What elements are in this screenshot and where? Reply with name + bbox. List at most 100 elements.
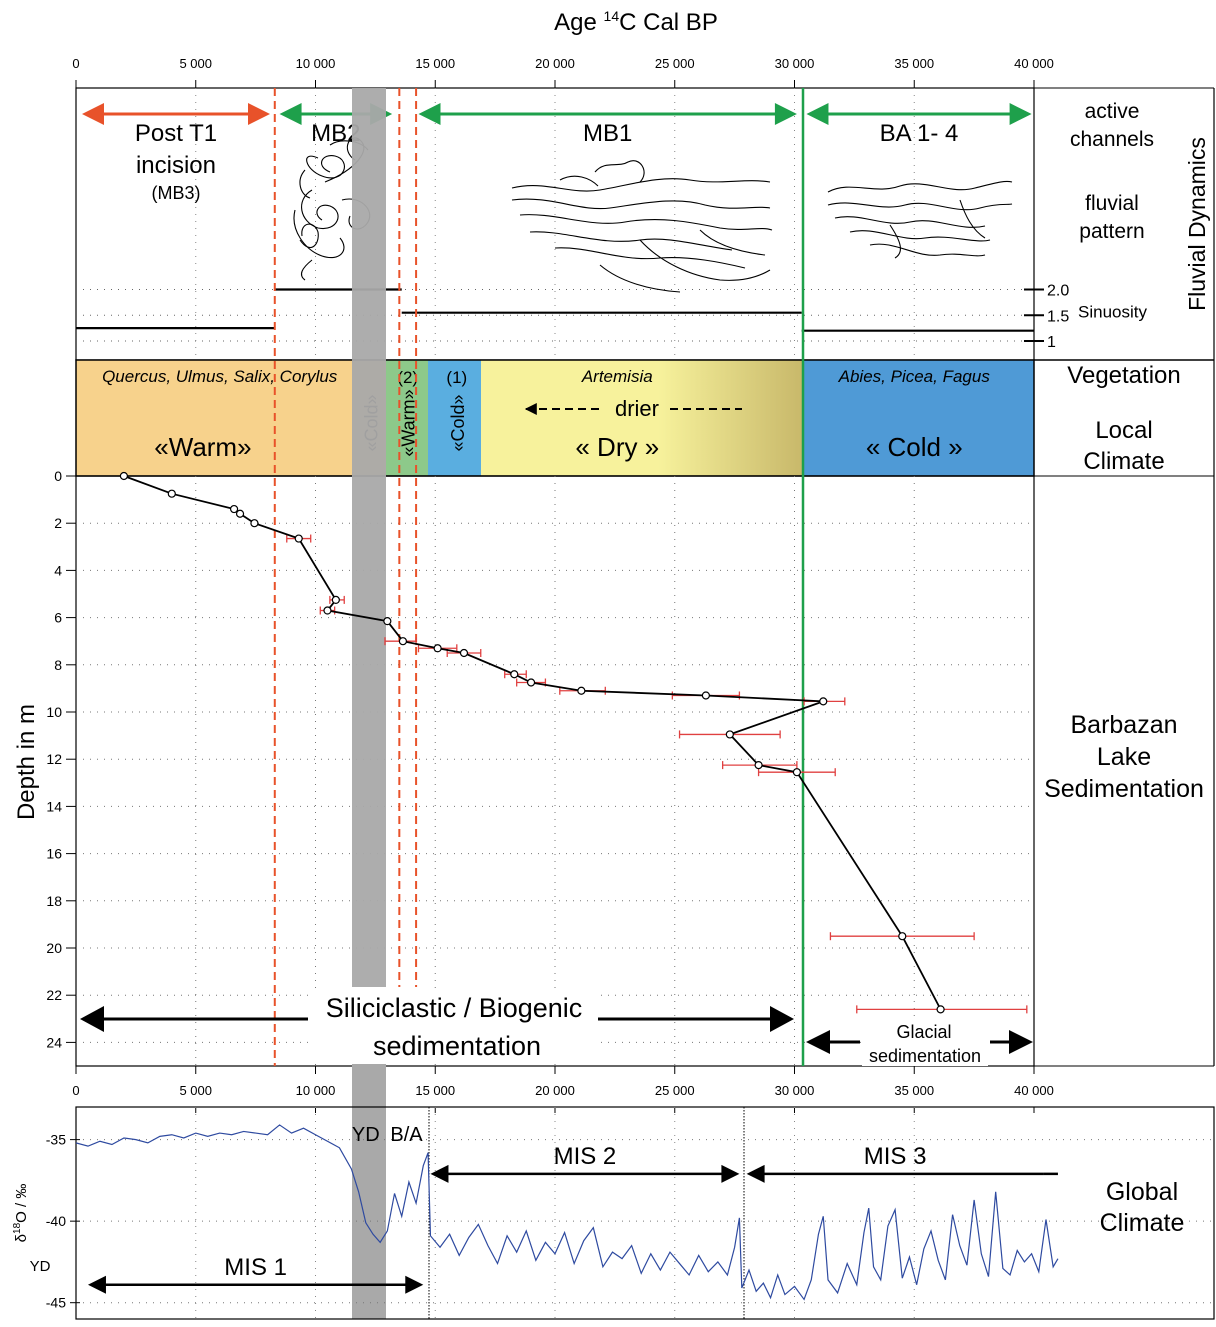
depth-age-point [701, 691, 710, 700]
depth-age-point [510, 670, 519, 679]
depth-age-point [167, 489, 176, 498]
sed-arrow-head-right [770, 1006, 794, 1032]
glacial-arrow-head-right [1009, 1030, 1033, 1054]
mid-x-tick-label: 15 000 [415, 1083, 455, 1098]
sinuosity-label: Sinuosity [1078, 303, 1147, 322]
depth-tick-label: 10 [46, 704, 62, 720]
grey-yd-band-upper [352, 88, 386, 987]
arrow-head-left [279, 103, 302, 125]
fluvial-phase-label: MB1 [583, 120, 632, 147]
depth-tick-label: 24 [46, 1034, 62, 1050]
depth-age-point [754, 760, 763, 770]
fluvial-right-label: active [1085, 100, 1140, 123]
depth-gridlines [76, 476, 1034, 1066]
phase-boundary-lines [273, 88, 418, 1066]
depth-age-point [898, 932, 907, 941]
depth-age-point [819, 697, 828, 706]
depth-age-point [323, 606, 332, 615]
arrow-head-left [418, 103, 441, 125]
depth-age-point [433, 644, 442, 653]
depth-age-series [119, 471, 1028, 1014]
depth-tick-label: 4 [54, 562, 62, 578]
fluvial-gridlines [76, 88, 1034, 360]
sinuosity-tick-label: 2.0 [1047, 283, 1069, 300]
vegetation-taxa-label: Artemisia [581, 367, 653, 386]
sed-label: sedimentation [373, 1031, 541, 1061]
mis-arrow-head [87, 1275, 106, 1294]
d18o-tick-label: -35 [46, 1132, 66, 1148]
mb1-channel-sketch [511, 160, 773, 293]
sedimentation-arrows: Siliciclastic / Biogenic sedimentation Gla… [80, 990, 1033, 1066]
fluvial-phase-label: incision [136, 152, 216, 179]
period-labels: YD B/A [352, 1124, 423, 1146]
mid-x-tick-label: 30 000 [775, 1083, 815, 1098]
mid-x-tick-label: 10 000 [296, 1083, 336, 1098]
arrow-head-right [1009, 103, 1032, 125]
arrow-head-left [81, 103, 104, 125]
depth-age-point [792, 768, 801, 777]
period-label: YD [352, 1124, 380, 1146]
depth-age-point [398, 637, 408, 646]
glacial-label-bg [862, 1018, 988, 1066]
depth-age-point [725, 730, 734, 739]
top-x-tick-label: 10 000 [296, 56, 336, 71]
mis-label: MIS 3 [864, 1143, 927, 1170]
ba-channel-sketch [827, 180, 1013, 259]
depth-age-point [229, 504, 239, 514]
vegetation-right-label: Climate [1083, 448, 1164, 475]
mis-arrow-head [405, 1275, 424, 1294]
vegetation-taxa: Quercus, Ulmus, Salix, Corylus Artemisia A… [102, 367, 990, 386]
glacial-arrow-head-left [806, 1030, 830, 1054]
mid-x-tick-label: 20 000 [535, 1083, 575, 1098]
d18o-y-axis: -35 -40 -45 [46, 1132, 80, 1311]
middle-age-axis: 0 5 000 10 000 15 000 20 000 25 000 30 000 35 0… [72, 1066, 1054, 1113]
mid-x-tick-label: 35 000 [894, 1083, 934, 1098]
depth-tick-label: 6 [54, 610, 62, 626]
top-x-tick-label: 30 000 [775, 56, 815, 71]
vegetation-taxa-label: Quercus, Ulmus, Salix, Corylus [102, 367, 338, 386]
d18o-tick-label: -45 [46, 1295, 66, 1311]
local-climate-label: « Dry » [575, 432, 659, 462]
fluvial-arrow-2: MB1 [418, 103, 797, 147]
local-climate-label: «Warm» [154, 432, 251, 462]
top-x-tick-label: 35 000 [894, 56, 934, 71]
depth-age-point [526, 678, 536, 687]
sinuosity-tick-label: 1 [1047, 334, 1056, 351]
sed-label-bg [310, 990, 596, 1062]
grey-yd-band-lower [352, 1064, 386, 1319]
top-x-tick-label: 25 000 [655, 56, 695, 71]
vegetation-right-label: Local [1095, 417, 1152, 444]
depth-age-point [331, 595, 340, 605]
fluvial-phase-label: BA 1- 4 [880, 120, 959, 147]
depth-tick-label: 0 [54, 468, 62, 484]
yd-axis-note: YD [30, 1258, 51, 1275]
mid-x-tick-label: 40 000 [1014, 1083, 1054, 1098]
fluvial-arrow-0: Post T1 incision (MB3) [81, 103, 270, 203]
fluvial-dynamics-title: Fluvial Dynamics [1184, 137, 1210, 311]
depth-age-point [294, 534, 303, 543]
mis-arrow: MIS 3 [746, 1143, 1058, 1183]
depth-tick-label: 14 [46, 798, 62, 814]
right-side-labels: active channels fluvial pattern Vegetation Lo… [1044, 100, 1204, 1237]
depth-tick-label: 18 [46, 893, 62, 909]
top-age-axis: 0 5 000 10 000 15 000 20 000 25 000 30 000 35 0… [72, 56, 1054, 88]
mid-x-tick-label: 25 000 [655, 1083, 695, 1098]
fluvial-right-label: pattern [1079, 220, 1144, 243]
local-climate-label: «Warm» [399, 389, 419, 456]
depth-age-line [123, 475, 942, 1010]
top-x-tick-label: 20 000 [535, 56, 575, 71]
depth-tick-label: 16 [46, 846, 62, 862]
mis-label: MIS 1 [224, 1254, 287, 1281]
arrow-head-left [806, 103, 829, 125]
top-x-tick-label: 0 [72, 56, 79, 71]
drier-arrow: drier [524, 396, 742, 421]
depth-age-point [383, 617, 392, 626]
sedimentation-right-label: Sedimentation [1044, 775, 1204, 803]
fluvial-right-label: channels [1070, 128, 1154, 151]
mis-arrow: MIS 1 [87, 1254, 424, 1294]
vegetation-phase-number: (1) [446, 368, 467, 387]
depth-tick-label: 12 [46, 751, 62, 767]
depth-tick-label: 22 [46, 987, 62, 1003]
